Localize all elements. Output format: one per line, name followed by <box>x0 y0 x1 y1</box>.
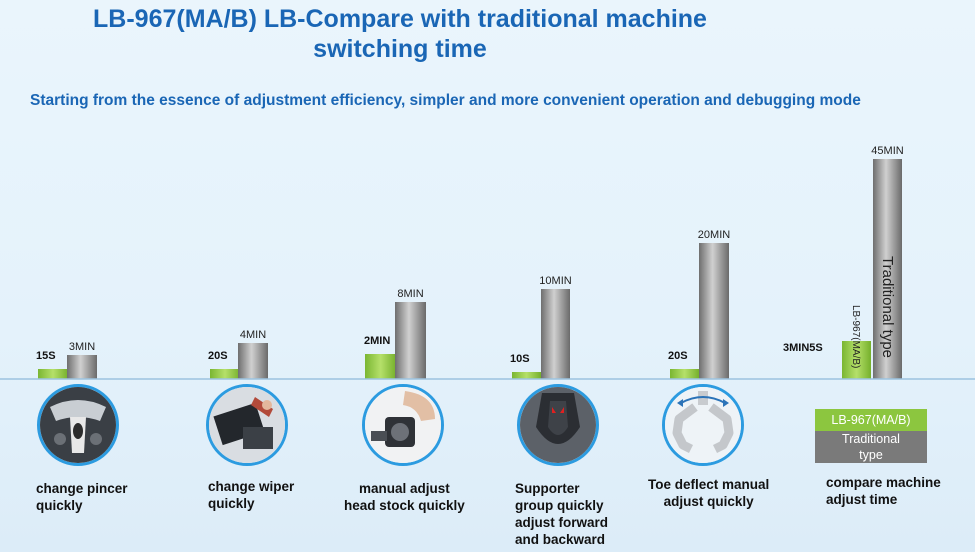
bar-lb967-2 <box>365 354 396 379</box>
page-subtitle: Starting from the essence of adjustment … <box>30 92 861 109</box>
pincer-photo <box>37 384 119 466</box>
supporter-photo <box>517 384 599 466</box>
legend-lb967: LB-967(MA/B) <box>815 409 927 431</box>
label-traditional-4: 20MIN <box>698 229 730 241</box>
bar-lb967-5 <box>842 341 871 379</box>
caption-supporter: Supporter group quickly adjust forward a… <box>515 481 609 547</box>
caption-pincer: change pincer quickly <box>36 481 128 513</box>
bar-lb967-0 <box>38 369 68 379</box>
label-lb967-0: 15S <box>36 350 56 362</box>
legend-traditional: Traditional type <box>815 431 927 463</box>
label-traditional-5: 45MIN <box>871 145 903 157</box>
bar-lb967-3 <box>512 372 541 379</box>
label-lb967-4: 20S <box>668 350 688 362</box>
bar-text-traditional: Traditional type <box>879 256 896 358</box>
bar-text-lb967: LB-967(MA/B) <box>850 305 861 368</box>
label-traditional-1: 4MIN <box>240 329 266 341</box>
caption-wiper: change wiper quickly <box>208 479 295 511</box>
caption-toe-deflect: Toe deflect manual adjust quickly <box>648 477 770 509</box>
label-traditional-2: 8MIN <box>397 288 423 300</box>
label-lb967-3: 10S <box>510 353 530 365</box>
bar-traditional-2 <box>395 302 426 379</box>
label-lb967-5: 3MIN5S <box>783 342 823 354</box>
label-lb967-2: 2MIN <box>364 335 390 347</box>
bar-traditional-4 <box>699 243 729 379</box>
bar-traditional-3 <box>541 289 570 379</box>
label-traditional-0: 3MIN <box>69 341 95 353</box>
label-traditional-3: 10MIN <box>539 275 571 287</box>
wiper-photo <box>206 384 288 466</box>
label-lb967-1: 20S <box>208 350 228 362</box>
bar-lb967-1 <box>210 369 240 379</box>
bar-lb967-4 <box>670 369 699 379</box>
toe-deflect-photo <box>662 384 744 466</box>
caption-head-stock: manual adjust head stock quickly <box>344 481 465 513</box>
bar-traditional-1 <box>238 343 268 379</box>
page-title: LB-967(MA/B) LB-Compare with traditional… <box>93 5 707 63</box>
bar-traditional-5 <box>873 159 902 379</box>
head-stock-photo <box>362 384 444 466</box>
bar-traditional-0 <box>67 355 97 379</box>
caption-compare: compare machine adjust time <box>826 475 941 507</box>
